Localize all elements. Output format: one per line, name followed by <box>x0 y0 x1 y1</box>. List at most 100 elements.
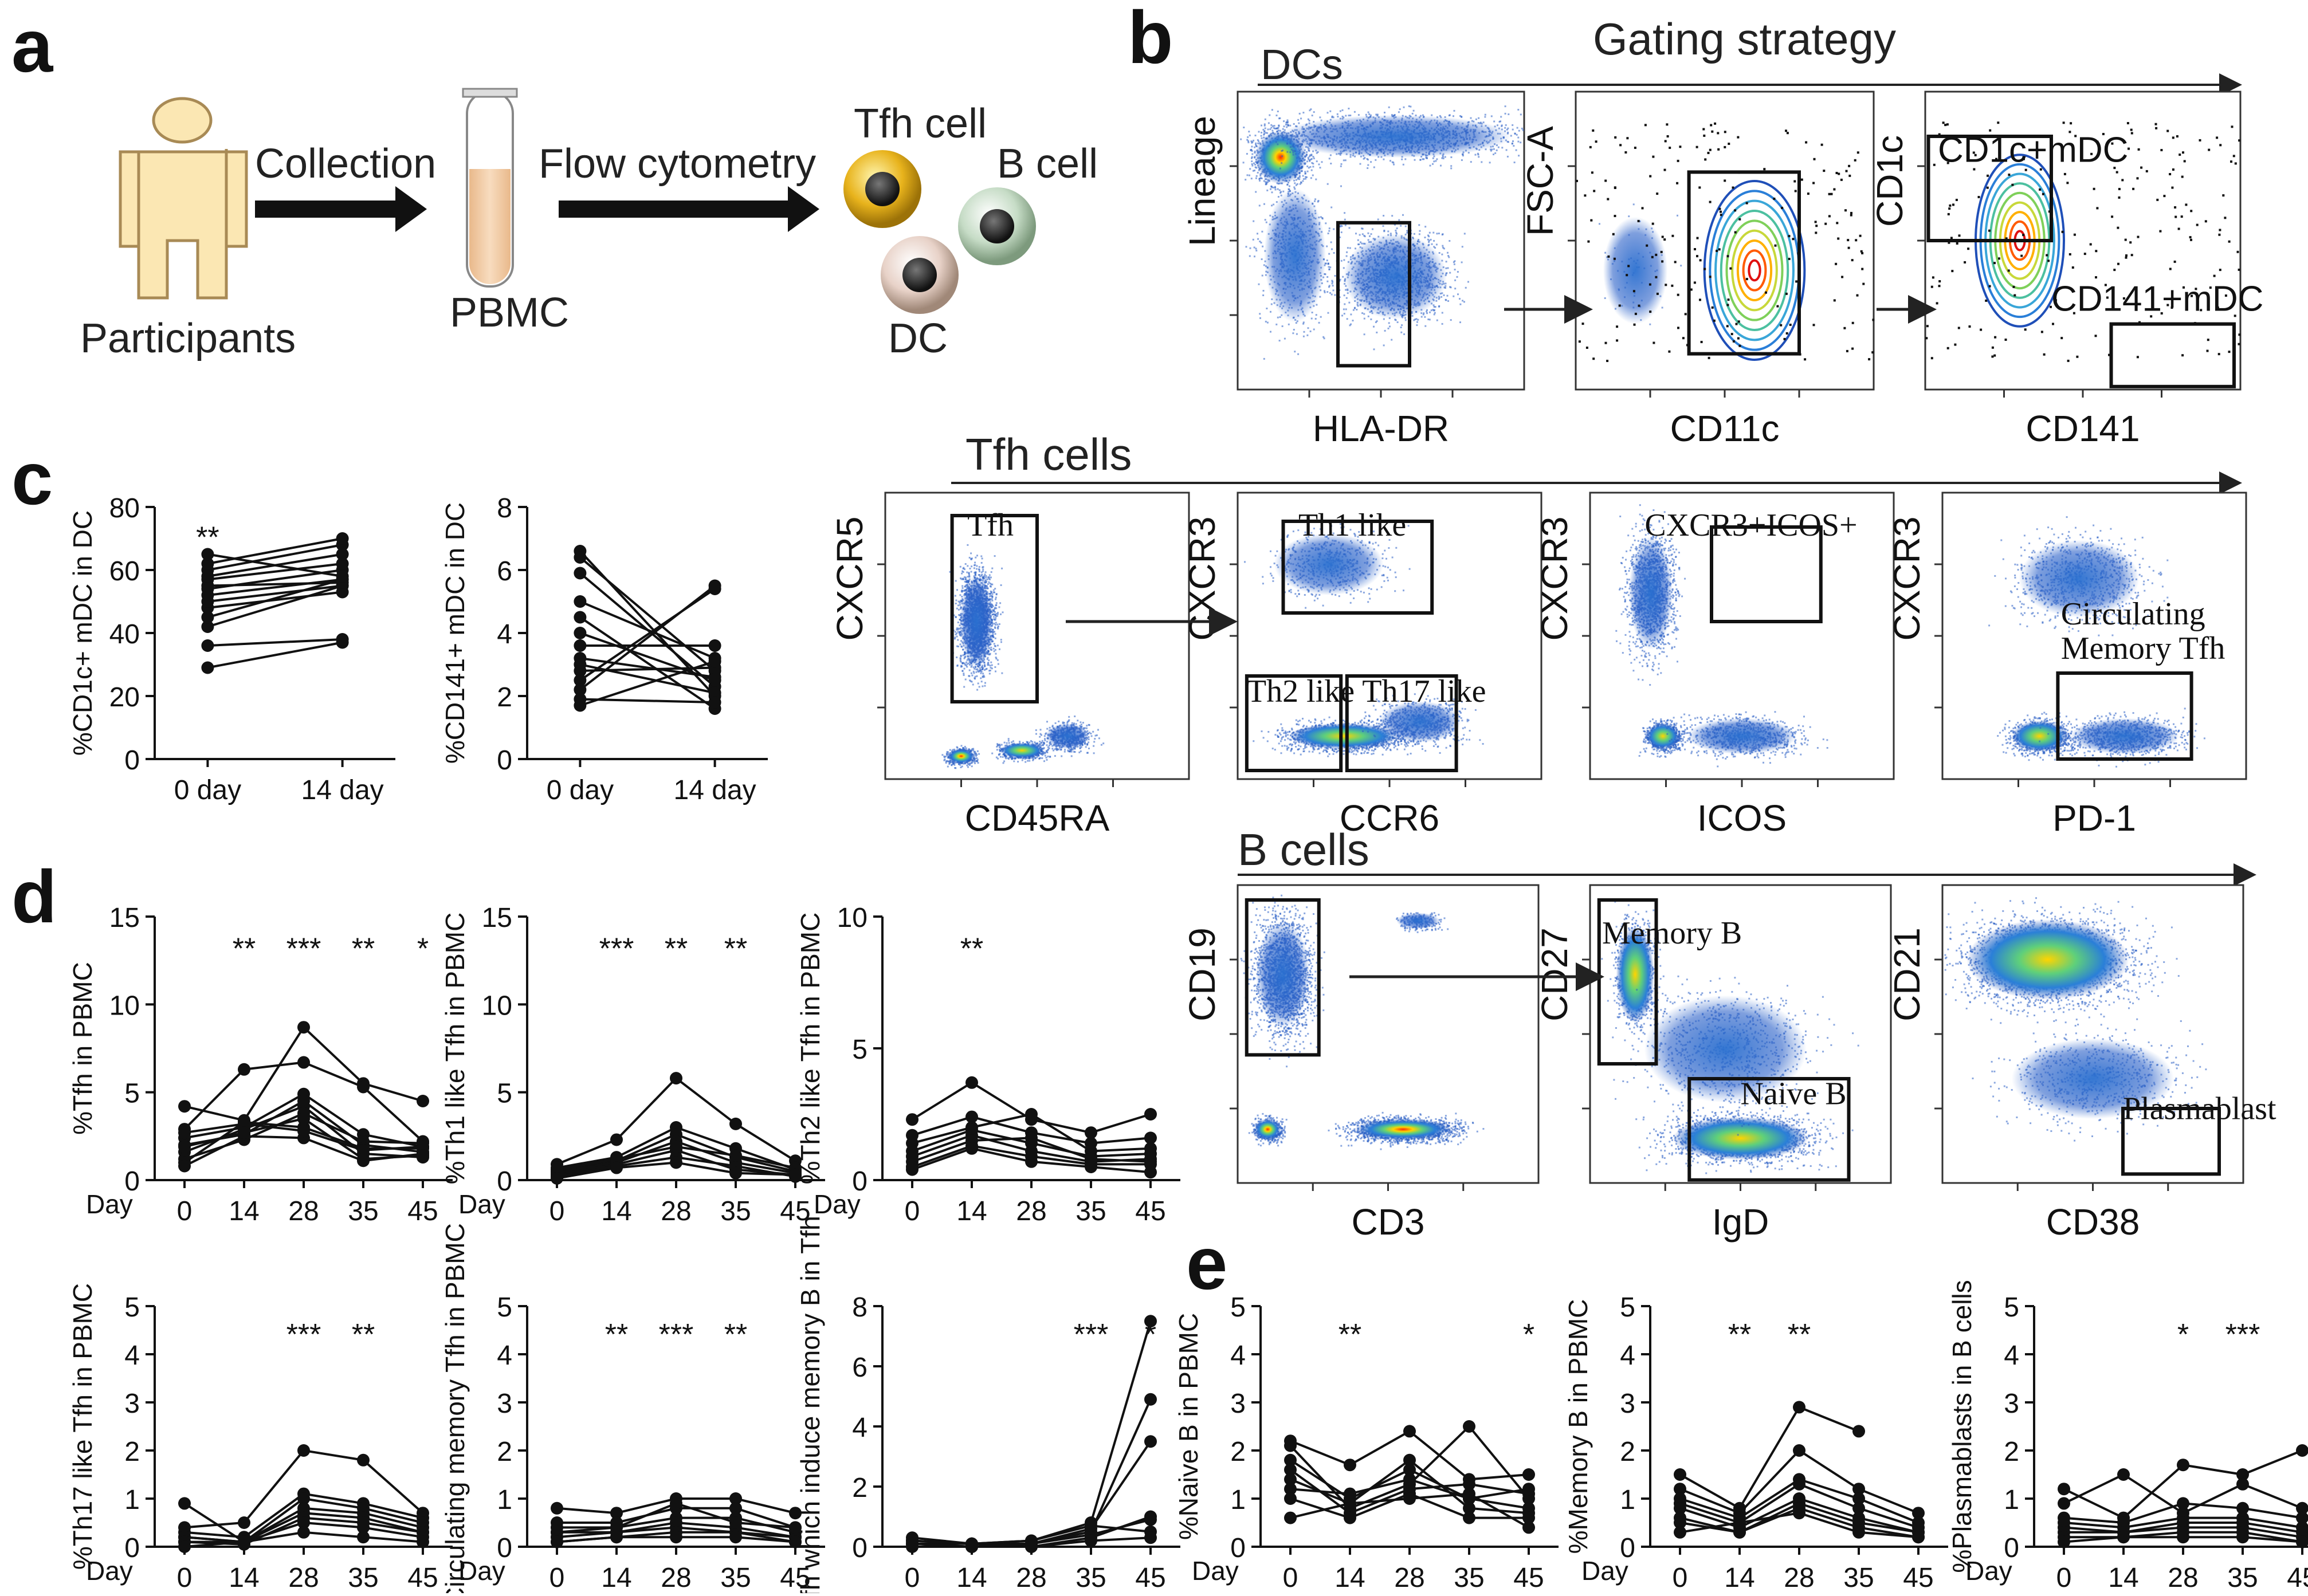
event-dot <box>1412 113 1414 115</box>
event-dot <box>1724 146 1726 148</box>
event-dot <box>1652 223 1654 225</box>
event-dot <box>1702 128 1705 131</box>
event-dot <box>1271 130 1273 132</box>
event-dot <box>1262 275 1263 277</box>
event-dot <box>1860 250 1863 253</box>
event-dot <box>2228 351 2231 353</box>
event-dot <box>1516 134 1518 136</box>
event-dot <box>1395 230 1396 231</box>
event-dot <box>2130 129 2133 131</box>
event-dot <box>1243 127 1245 128</box>
event-dot <box>1265 132 1267 133</box>
event-dot <box>1279 316 1281 318</box>
event-dot <box>1367 167 1368 169</box>
event-dot <box>1993 355 1996 357</box>
event-dot <box>1734 231 1737 234</box>
event-dot <box>1340 166 1342 167</box>
event-dot <box>1327 112 1329 113</box>
event-dot <box>1685 313 1687 315</box>
event-dot <box>1298 123 1300 124</box>
event-dot <box>1989 285 1991 288</box>
event-dot <box>1634 147 1636 149</box>
event-dot <box>1454 264 1455 265</box>
event-dot <box>1453 115 1454 117</box>
event-dot <box>2160 149 2162 151</box>
event-dot <box>1267 168 1269 170</box>
event-dot <box>1846 350 1848 352</box>
event-dot <box>1434 306 1435 308</box>
event-dot <box>1287 121 1289 123</box>
event-dot <box>2189 236 2192 238</box>
event-dot <box>1792 238 1794 240</box>
event-dot <box>1334 294 1336 296</box>
event-dot <box>1278 196 1279 198</box>
event-dot <box>2219 144 2221 146</box>
event-dot <box>1831 193 1833 195</box>
event-dot <box>1773 198 1775 200</box>
event-dot <box>1931 286 1933 288</box>
event-dot <box>2205 220 2207 222</box>
event-dot <box>1642 207 1644 209</box>
event-dot <box>1592 357 1595 360</box>
event-dot <box>1332 285 1334 286</box>
event-dot <box>1332 281 1333 283</box>
event-dot <box>1933 164 1936 166</box>
event-dot <box>2131 132 2133 135</box>
event-dot <box>1271 109 1273 111</box>
event-dot <box>2174 216 2177 218</box>
event-dot <box>1333 229 1334 230</box>
event-dot <box>1841 276 1843 278</box>
event-dot <box>1361 312 1363 314</box>
event-dot <box>2127 122 2129 124</box>
event-dot <box>1279 190 1281 191</box>
event-dot <box>1946 123 1949 125</box>
event-dot <box>1738 218 1741 221</box>
event-dot <box>1347 247 1349 249</box>
event-dot <box>1262 246 1263 247</box>
event-dot <box>1383 225 1384 227</box>
event-dot <box>1859 235 1862 237</box>
event-dot <box>1423 158 1424 160</box>
event-dot <box>1326 291 1328 293</box>
event-dot <box>1320 167 1321 168</box>
event-dot <box>1727 304 1729 306</box>
event-dot <box>2176 135 2179 137</box>
event-dot <box>1376 332 1377 333</box>
event-dot <box>1443 247 1445 249</box>
event-dot <box>1501 147 1503 148</box>
event-dot <box>1344 294 1345 296</box>
event-dot <box>1418 224 1420 226</box>
event-dot <box>2074 234 2076 236</box>
event-dot <box>2072 266 2074 269</box>
event-dot <box>1718 248 1721 250</box>
event-dot <box>1720 214 1722 216</box>
event-dot <box>1352 320 1354 321</box>
event-dot <box>1709 276 1712 278</box>
event-dot <box>1370 319 1372 320</box>
event-dot <box>1413 110 1415 112</box>
event-dot <box>2137 177 2139 179</box>
event-dot <box>1677 215 1678 217</box>
event-dot <box>1627 265 1630 267</box>
event-dot <box>1302 112 1304 113</box>
event-dot <box>1251 150 1253 152</box>
event-dot <box>1619 144 1622 146</box>
event-dot <box>1340 186 1342 187</box>
event-dot <box>2118 188 2121 190</box>
panel-label-c: c <box>11 437 53 520</box>
event-dot <box>1956 242 1958 245</box>
event-dot <box>2005 339 2007 341</box>
event-dot <box>2039 188 2041 191</box>
event-dot <box>1247 174 1249 176</box>
event-dot <box>1952 203 1954 206</box>
event-dot <box>1781 207 1783 209</box>
event-dot <box>1432 158 1434 159</box>
event-dot <box>1306 151 1308 153</box>
event-dot <box>1424 237 1426 238</box>
event-dot <box>1331 294 1333 296</box>
event-dot <box>1807 192 1809 195</box>
event-dot <box>1850 214 1852 217</box>
event-dot <box>1671 235 1674 237</box>
event-dot <box>1440 165 1442 167</box>
event-dot <box>1331 116 1333 118</box>
